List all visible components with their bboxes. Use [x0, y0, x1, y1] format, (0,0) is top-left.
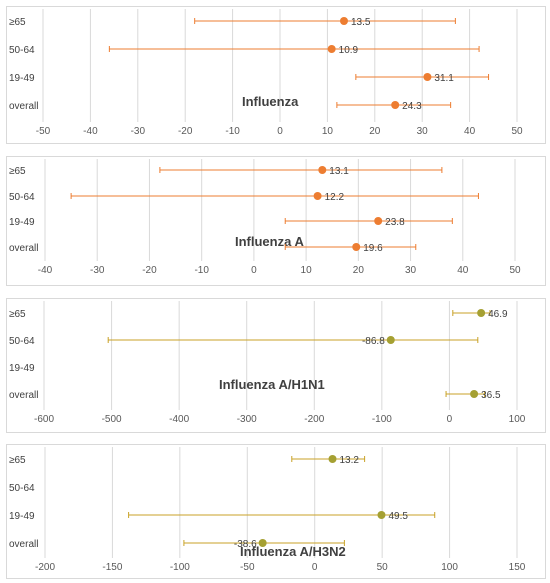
chart-panel-influenza-a-h3n2: -200 -150 -100 -50 0 50 100 150 ≥65 50-64 19-49 ove…: [6, 444, 546, 579]
x-tick-label: -10: [194, 265, 209, 276]
x-tick-label: -10: [225, 126, 240, 137]
x-tick-label: -30: [131, 126, 146, 137]
category-label: 19-49: [9, 217, 35, 228]
category-label: ≥65: [9, 455, 26, 466]
chart-panel-influenza: -50 -40 -30 -20 -10 0 10 20 30 40 50 ≥65 50-64 19-49 o…: [6, 6, 546, 144]
x-tick-label: -40: [83, 126, 98, 137]
x-tick-label: -400: [169, 414, 189, 425]
category-label: ≥65: [9, 166, 26, 177]
category-label: 19-49: [9, 363, 35, 374]
category-label: overall: [9, 539, 38, 550]
point-estimate-marker: [470, 390, 479, 398]
category-label: 50-64: [9, 45, 35, 56]
chart-title: Influenza A: [235, 234, 304, 249]
x-tick-label: 40: [457, 265, 469, 276]
x-tick-label: -500: [102, 414, 122, 425]
x-tick-label: -100: [170, 562, 190, 573]
point-estimate-marker: [328, 455, 337, 463]
forest-plot-influenza-a: -40 -30 -20 -10 0 10 20 30 40 50 ≥65 50-64 19-49 over…: [9, 159, 521, 276]
point-estimate-marker: [313, 192, 322, 200]
x-tick-label: 20: [369, 126, 381, 137]
chart-title: Influenza: [242, 94, 299, 109]
category-label: overall: [9, 390, 38, 401]
x-tick-label: 20: [353, 265, 365, 276]
point-estimate-marker: [477, 309, 486, 317]
chart-title: Influenza A/H3N2: [240, 544, 346, 559]
x-tick-label: 50: [509, 265, 521, 276]
forest-plot-influenza-a-h3n2: -200 -150 -100 -50 0 50 100 150 ≥65 50-64 19-49 ove…: [9, 447, 526, 573]
point-estimate-marker: [423, 73, 432, 81]
category-label: 50-64: [9, 336, 35, 347]
forest-plot-influenza-a-h1n1: -600 -500 -400 -300 -200 -100 0 100 ≥65 50-64 19-4…: [9, 301, 526, 425]
x-tick-label: 0: [277, 126, 283, 137]
x-tick-label: -600: [34, 414, 54, 425]
x-tick-label: 50: [377, 562, 389, 573]
category-label: 19-49: [9, 73, 35, 84]
value-label: 13.2: [340, 455, 360, 466]
x-tick-label: 30: [417, 126, 429, 137]
chart-panel-influenza-a: -40 -30 -20 -10 0 10 20 30 40 50 ≥65 50-64 19-49 over…: [6, 156, 546, 286]
point-estimate-marker: [377, 511, 386, 519]
point-estimate-marker: [391, 101, 400, 109]
point-estimate-marker: [352, 243, 361, 251]
x-tick-label: 10: [301, 265, 313, 276]
point-estimate-marker: [374, 217, 383, 225]
x-tick-label: -20: [142, 265, 157, 276]
x-tick-label: -100: [372, 414, 392, 425]
value-label: -38.6: [234, 539, 257, 550]
x-tick-label: 100: [509, 414, 526, 425]
category-label: ≥65: [9, 17, 26, 28]
value-label: 31.1: [434, 73, 454, 84]
point-estimate-marker: [318, 166, 327, 174]
value-label: 46.9: [488, 309, 508, 320]
category-label: 50-64: [9, 192, 35, 203]
value-label: 24.3: [402, 101, 422, 112]
x-tick-label: 150: [509, 562, 526, 573]
x-tick-label: 50: [511, 126, 523, 137]
x-tick-label: -40: [38, 265, 53, 276]
value-label: 12.2: [325, 192, 345, 203]
x-tick-label: -150: [102, 562, 122, 573]
x-tick-label: -50: [36, 126, 51, 137]
value-label: 13.5: [351, 17, 371, 28]
x-tick-label: 0: [312, 562, 318, 573]
category-label: ≥65: [9, 309, 26, 320]
category-label: 50-64: [9, 483, 35, 494]
forest-plot-influenza: -50 -40 -30 -20 -10 0 10 20 30 40 50 ≥65 50-64 19-49 o…: [9, 9, 523, 137]
value-label: 10.9: [339, 45, 359, 56]
category-label: 19-49: [9, 511, 35, 522]
x-tick-label: -300: [237, 414, 257, 425]
x-tick-label: 0: [251, 265, 257, 276]
value-label: 49.5: [388, 511, 408, 522]
x-tick-label: 40: [464, 126, 476, 137]
chart-panel-influenza-a-h1n1: -600 -500 -400 -300 -200 -100 0 100 ≥65 50-64 19-4…: [6, 298, 546, 433]
x-tick-label: -200: [304, 414, 324, 425]
value-label: 23.8: [385, 217, 405, 228]
chart-title: Influenza A/H1N1: [219, 377, 325, 392]
x-tick-label: 0: [447, 414, 453, 425]
value-label: -86.8: [362, 336, 385, 347]
point-estimate-marker: [327, 45, 336, 53]
point-estimate-marker: [386, 336, 395, 344]
x-tick-label: 100: [441, 562, 458, 573]
x-tick-label: -50: [240, 562, 255, 573]
x-tick-label: -20: [178, 126, 193, 137]
value-label: 13.1: [329, 166, 349, 177]
x-tick-label: -30: [90, 265, 105, 276]
category-label: overall: [9, 101, 38, 112]
point-estimate-marker: [339, 17, 348, 25]
x-tick-label: -200: [35, 562, 55, 573]
x-tick-label: 30: [405, 265, 417, 276]
category-label: overall: [9, 243, 38, 254]
point-estimate-marker: [258, 539, 267, 547]
value-label: 19.6: [363, 243, 383, 254]
x-tick-label: 10: [322, 126, 334, 137]
value-label: 36.5: [481, 390, 501, 401]
